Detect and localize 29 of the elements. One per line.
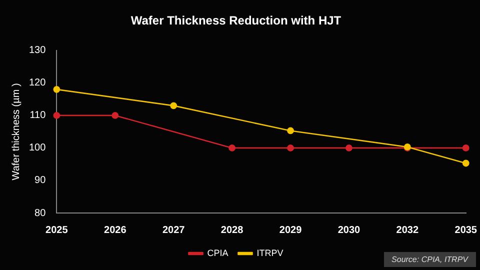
legend-label: CPIA: [207, 248, 228, 258]
x-tick-label: 2027: [162, 224, 186, 236]
point: [287, 144, 294, 152]
y-tick-label: 120: [28, 78, 46, 89]
x-tick-label: 2032: [396, 224, 419, 236]
x-tick-label: 2026: [104, 224, 127, 236]
x-tick-label: 2029: [279, 224, 302, 236]
x-tick-label: 2030: [338, 224, 361, 236]
x-tick-label: 2028: [220, 224, 244, 236]
y-tick-label: 80: [34, 208, 46, 219]
point: [170, 102, 178, 110]
y-tick-label: 90: [34, 175, 46, 186]
point: [462, 160, 470, 167]
source-note: Source: CPIA, ITRPV: [384, 252, 476, 267]
x-tick-label: 2025: [46, 224, 68, 236]
x-tick-label: 2035: [454, 224, 478, 236]
y-axis-title: Wafer thickness (µm ): [10, 83, 22, 180]
point: [462, 144, 470, 152]
y-tick-label: 130: [28, 45, 46, 56]
y-tick-label: 110: [30, 110, 46, 122]
y-tick-label: 100: [28, 142, 46, 154]
point: [53, 86, 60, 93]
legend-label: ITRPV: [256, 248, 284, 258]
point: [53, 112, 60, 119]
point: [346, 144, 352, 152]
point: [287, 127, 294, 134]
chart-title: Wafer Thickness Reduction with HJT: [130, 14, 342, 28]
point: [112, 112, 119, 119]
point: [228, 144, 236, 152]
